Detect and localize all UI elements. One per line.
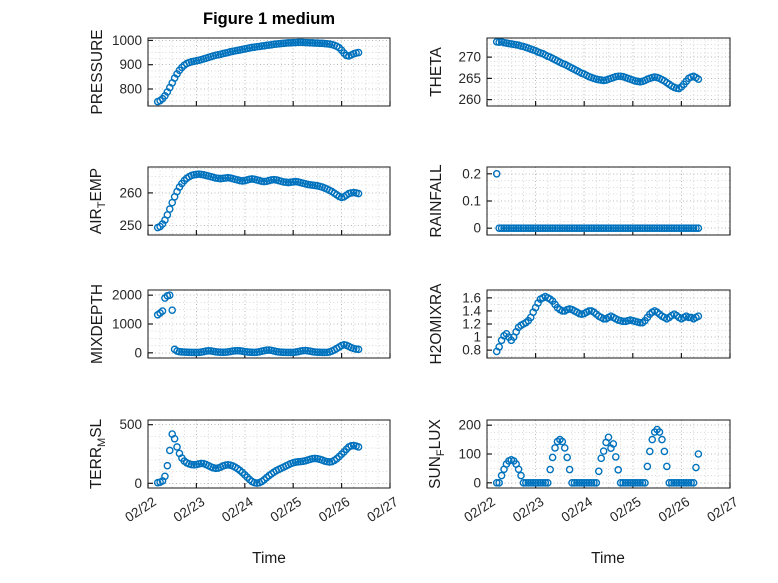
y-tick-label: 1 [473,330,481,345]
scatter-series [153,170,363,232]
x-tick-label: 02/24 [219,494,256,525]
x-tick-label: 02/27 [704,494,741,525]
y-tick-label: 200 [458,418,481,433]
grid [487,166,730,235]
y-tick-label: 270 [458,50,481,65]
y-axis-label-terr_msl: TERRMSL [87,418,109,490]
scatter-series [492,425,703,487]
axes-box [147,166,391,236]
axes-box [486,166,731,236]
scatter-series [492,169,703,232]
x-tick-label: 02/26 [316,494,353,525]
y-tick-label: 900 [119,57,142,72]
y-tick-label: 0 [134,476,142,491]
subplot-pressure: 800 900 1000 [112,33,391,107]
axes-box [486,289,731,359]
y-tick-label: 260 [458,92,481,107]
y-tick-label: 1.4 [462,303,481,318]
grid [487,290,730,358]
y-tick-label: 1000 [112,33,142,48]
subplot-h2omixra: 0.811.21.41.6 [462,289,731,359]
y-tick-label: 265 [458,71,481,86]
x-tick-label: 02/24 [559,494,596,525]
y-tick-label: 260 [119,185,142,200]
subplot-mixdepth: 0 1000 2000 [112,288,391,360]
y-tick-label: 0.2 [462,166,481,181]
y-axis-label-air_temp: AIRTEMP [87,167,109,235]
y-tick-label: 1.6 [462,290,481,305]
axes-box [147,419,391,489]
axes-box [486,419,731,489]
x-tick-label: 02/25 [268,494,305,525]
y-tick-label: 0.8 [462,343,481,358]
axes-box [486,37,731,107]
y-tick-label: 100 [458,447,481,462]
y-tick-label: 250 [119,218,142,233]
y-axis-label-theta: THETA [428,47,445,97]
scatter-series [153,38,363,106]
subplot-air_temp: 250 260 [119,166,391,236]
scatter-series [153,291,363,357]
scatter-series [153,430,363,487]
axes-box [147,37,391,107]
x-tick-label: 02/22 [461,494,498,525]
subplot-rainfall: 0 0.1 0.2 [462,166,731,236]
y-tick-label: 800 [119,82,142,97]
y-tick-label: 500 [119,417,142,432]
y-tick-label: 0.1 [462,194,481,209]
grid [487,38,730,106]
x-tick-label: 02/22 [122,494,159,525]
x-axis-label-left: Time [252,550,286,567]
x-axis-label-right: Time [591,550,625,567]
subplot-theta: 260 265 270 [458,37,731,107]
y-tick-label: 0 [473,221,481,236]
grid [148,420,390,488]
subplot-sun_flux: 0 100 200 02/22 02/23 02/24 02/25 02/26 02/27 [458,418,741,525]
y-tick-label: 1.2 [462,317,481,332]
scatter-series [492,38,703,93]
x-tick-label: 02/23 [171,494,208,525]
y-axis-label-sun_flux: SUNFLUX [426,419,448,489]
y-tick-label: 0 [473,475,481,490]
grid [148,38,390,106]
x-tick-label: 02/23 [510,494,547,525]
y-axis-label-mixdepth: MIXDEPTH [89,283,106,365]
x-tick-label: 02/27 [364,494,401,525]
x-tick-label: 02/25 [607,494,644,525]
figure-title: Figure 1 medium [202,10,336,28]
scatter-series [492,292,703,356]
y-tick-label: 0 [134,345,142,360]
y-tick-label: 1000 [112,317,142,332]
subplot-terr_msl: 0 500 02/22 02/23 02/24 02/25 02/26 02/27 [119,417,401,525]
y-tick-label: 2000 [112,288,142,303]
axes-box [147,289,391,359]
y-axis-label-h2omixra: H2OMIXRA [428,283,445,365]
y-axis-label-rainfall: RAINFALL [428,164,445,238]
grid [487,420,730,488]
x-tick-label: 02/26 [656,494,693,525]
y-axis-label-pressure: PRESSURE [89,29,106,115]
